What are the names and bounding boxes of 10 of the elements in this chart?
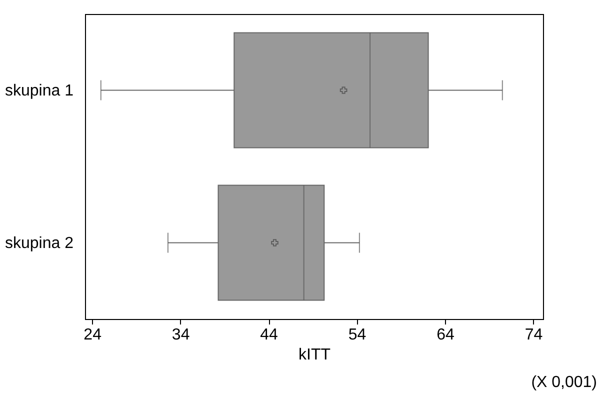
x-tick-label: 64 xyxy=(436,326,455,344)
x-tick-label: 54 xyxy=(348,326,366,344)
y-tick-label: skupina 1 xyxy=(5,82,74,100)
y-tick-label: skupina 2 xyxy=(5,234,74,252)
x-tick-label: 44 xyxy=(260,326,278,344)
text: (X 0,001) xyxy=(531,374,597,392)
x-tick-label: 34 xyxy=(172,326,190,344)
x-tick-label: 74 xyxy=(524,326,543,344)
x-tick-label: 24 xyxy=(84,326,102,344)
x-axis-title: kITT xyxy=(298,346,331,364)
